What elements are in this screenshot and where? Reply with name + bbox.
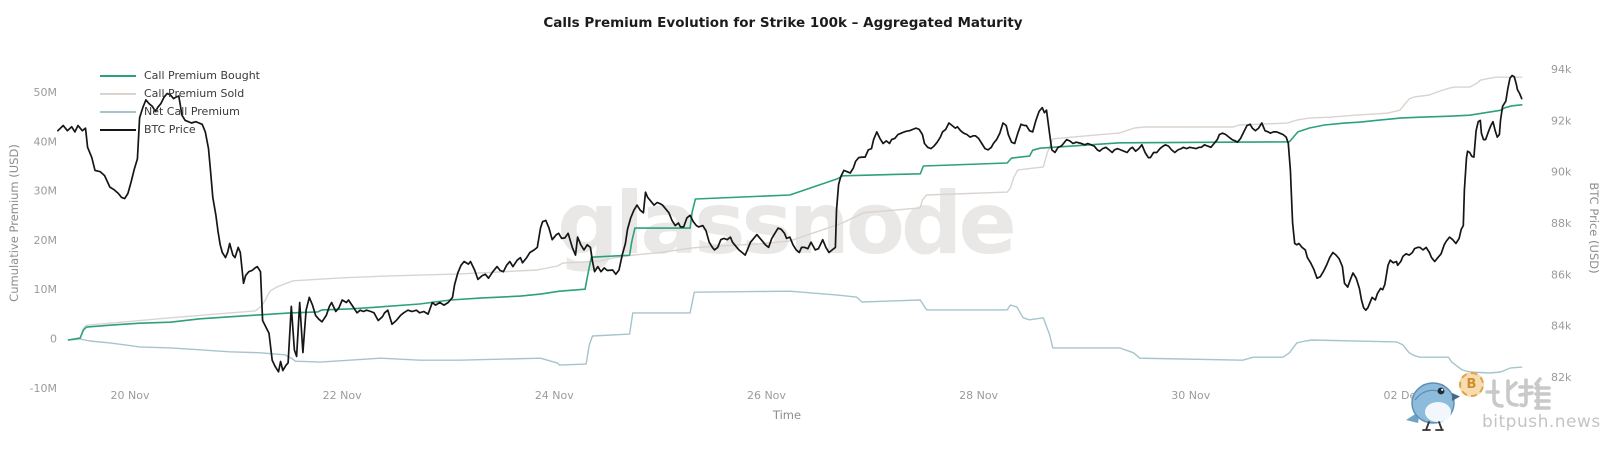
- bitpush-bird-icon: [1406, 382, 1460, 431]
- x-tick-label: 28 Nov: [959, 389, 998, 402]
- bitpush-cn-wordmark: [1485, 377, 1551, 410]
- left-tick-label: 30M: [34, 185, 58, 198]
- series-line-call-premium-bought: [67, 104, 1523, 341]
- left-tick-label: 20M: [34, 234, 58, 247]
- left-tick-label: 0: [50, 332, 57, 345]
- legend-swatch: [100, 128, 136, 131]
- series-line-call-premium-sold: [67, 76, 1523, 341]
- series-line-net-call-premium: [67, 290, 1523, 374]
- legend-label: BTC Price: [144, 123, 196, 136]
- chart-title: Calls Premium Evolution for Strike 100k …: [543, 15, 1023, 31]
- legend-swatch: [100, 92, 136, 95]
- x-tick-label: 22 Nov: [323, 389, 362, 402]
- x-tick-label: 24 Nov: [535, 389, 574, 402]
- left-tick-label: 40M: [34, 135, 58, 148]
- left-tick-label: 50M: [34, 86, 58, 99]
- legend-item-call-premium-sold: Call Premium Sold: [100, 87, 260, 100]
- legend-swatch: [100, 74, 136, 77]
- right-axis-title: BTC Price (USD): [1587, 182, 1601, 274]
- right-tick-label: 88k: [1551, 217, 1572, 230]
- legend-item-btc-price: BTC Price: [100, 123, 260, 136]
- glassnode-watermark: glassnode: [557, 174, 1017, 274]
- x-tick-label: 20 Nov: [111, 389, 150, 402]
- right-tick-label: 90k: [1551, 166, 1572, 179]
- bitpush-domain-text: bitpush.news: [1482, 412, 1601, 432]
- x-tick-label: 26 Nov: [747, 389, 786, 402]
- legend-label: Call Premium Sold: [144, 87, 245, 100]
- left-tick-label: -10M: [30, 382, 57, 395]
- series-line-btc-price: [57, 74, 1523, 373]
- legend-label: Call Premium Bought: [144, 69, 260, 82]
- chart-legend: Call Premium Bought Call Premium Sold Net …: [100, 69, 260, 136]
- right-tick-label: 94k: [1551, 63, 1572, 76]
- bitcoin-coin-icon: B: [1459, 372, 1484, 397]
- left-tick-label: 10M: [34, 283, 58, 296]
- left-axis-title: Cumulative Premium (USD): [7, 144, 21, 302]
- right-tick-label: 84k: [1551, 320, 1572, 333]
- legend-label: Net Call Premium: [144, 105, 240, 118]
- right-tick-label: 92k: [1551, 114, 1572, 127]
- legend-swatch: [100, 110, 136, 113]
- x-tick-label: 30 Nov: [1171, 389, 1210, 402]
- right-tick-label: 86k: [1551, 268, 1572, 281]
- legend-item-call-premium-bought: Call Premium Bought: [100, 69, 260, 82]
- legend-item-net-call-premium: Net Call Premium: [100, 105, 260, 118]
- x-axis-title: Time: [772, 408, 802, 422]
- right-tick-label: 82k: [1551, 371, 1572, 384]
